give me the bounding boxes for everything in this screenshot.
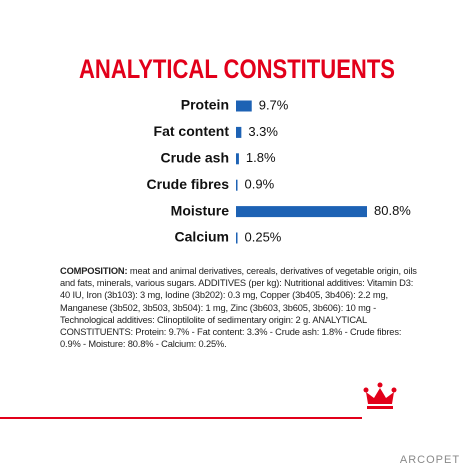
category-label: Fat content <box>154 123 230 139</box>
bar <box>236 100 252 112</box>
bar <box>236 206 367 218</box>
category-label: Protein <box>181 97 229 113</box>
value-label: 1.8% <box>246 150 276 165</box>
composition-text: meat and animal derivatives, cereals, de… <box>60 266 417 350</box>
bar <box>236 179 238 191</box>
value-label: 9.7% <box>259 97 289 112</box>
chart-title: ANALYTICAL CONSTITUENTS <box>79 54 395 84</box>
value-label: 0.9% <box>245 177 275 192</box>
bar <box>236 126 242 138</box>
bar <box>236 232 238 244</box>
value-label: 3.3% <box>248 124 278 139</box>
composition: COMPOSITION: meat and animal derivatives… <box>60 265 420 350</box>
composition-label: COMPOSITION: <box>60 266 128 276</box>
category-label: Crude fibres <box>147 176 230 192</box>
value-label: 80.8% <box>374 203 411 218</box>
category-label: Calcium <box>175 229 229 245</box>
value-label: 0.25% <box>245 229 282 244</box>
category-label: Moisture <box>171 202 230 218</box>
category-label: Crude ash <box>161 150 229 166</box>
bar <box>236 153 239 165</box>
crown-logo <box>363 382 397 409</box>
watermark: ARCOPET <box>400 454 460 466</box>
